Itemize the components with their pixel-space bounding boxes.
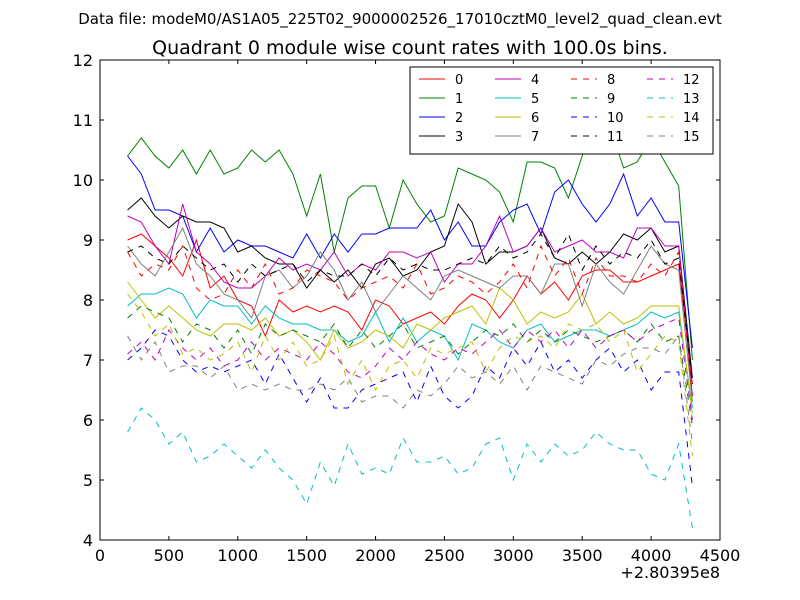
series-line-2: [127, 155, 693, 349]
series-line-0: [127, 233, 693, 385]
series-line-5: [127, 287, 693, 409]
legend-label-1: 1: [455, 92, 463, 107]
y-tick-label: 8: [83, 291, 93, 310]
series-line-7: [127, 226, 693, 403]
series-line-11: [127, 232, 693, 385]
x-tick-label: 1500: [286, 546, 327, 565]
y-tick-label: 5: [83, 471, 93, 490]
x-tick-label: 3500: [562, 546, 603, 565]
legend-label-7: 7: [531, 130, 539, 145]
legend-label-13: 13: [683, 92, 700, 107]
series-line-13: [127, 407, 693, 529]
legend-label-0: 0: [455, 73, 463, 88]
legend-label-10: 10: [607, 111, 624, 126]
y-tick-label: 7: [83, 351, 93, 370]
legend-label-3: 3: [455, 130, 463, 145]
y-tick-label: 9: [83, 231, 93, 250]
series-layer: [127, 113, 693, 529]
y-tick-label: 12: [73, 51, 93, 70]
figure-suptitle: Data file: modeM0/AS1A05_225T02_90000025…: [78, 10, 722, 29]
x-tick-label: 3000: [493, 546, 534, 565]
y-tick-label: 11: [73, 111, 93, 130]
series-line-8: [127, 244, 693, 397]
series-line-15: [127, 334, 693, 445]
x-axis-offset-label: +2.80395e8: [620, 563, 720, 582]
legend-label-8: 8: [607, 73, 615, 88]
legend-box: [409, 66, 714, 155]
ticks-layer: 0 500 1000 1500 2000 2500 3000 3500 4000 4500 4 5 6 7…: [73, 51, 741, 565]
series-line-9: [127, 305, 693, 427]
series-line-14: [127, 293, 693, 457]
legend-label-9: 9: [607, 92, 615, 107]
y-tick-label: 10: [73, 171, 93, 190]
chart-title: Quadrant 0 module wise count rates with …: [152, 37, 668, 59]
legend-label-15: 15: [683, 130, 700, 145]
legend-label-2: 2: [455, 111, 463, 126]
legend-label-12: 12: [683, 73, 700, 88]
y-tick-label: 6: [83, 411, 93, 430]
y-tick-label: 4: [83, 531, 93, 550]
legend-label-5: 5: [531, 92, 539, 107]
x-tick-label: 0: [95, 546, 105, 565]
series-line-10: [127, 329, 693, 487]
series-line-12: [127, 317, 693, 421]
x-tick-label: 4000: [631, 546, 672, 565]
series-line-6: [127, 281, 693, 415]
x-tick-label: 500: [154, 546, 185, 565]
legend-label-14: 14: [683, 111, 700, 126]
x-tick-label: 4500: [700, 546, 741, 565]
x-tick-label: 2500: [424, 546, 465, 565]
series-line-3: [127, 197, 693, 379]
legend-label-11: 11: [607, 130, 624, 145]
series-line-4: [127, 203, 693, 397]
x-tick-label: 2000: [355, 546, 396, 565]
x-tick-label: 1000: [217, 546, 258, 565]
legend-label-4: 4: [531, 73, 539, 88]
legend-label-6: 6: [531, 111, 539, 126]
